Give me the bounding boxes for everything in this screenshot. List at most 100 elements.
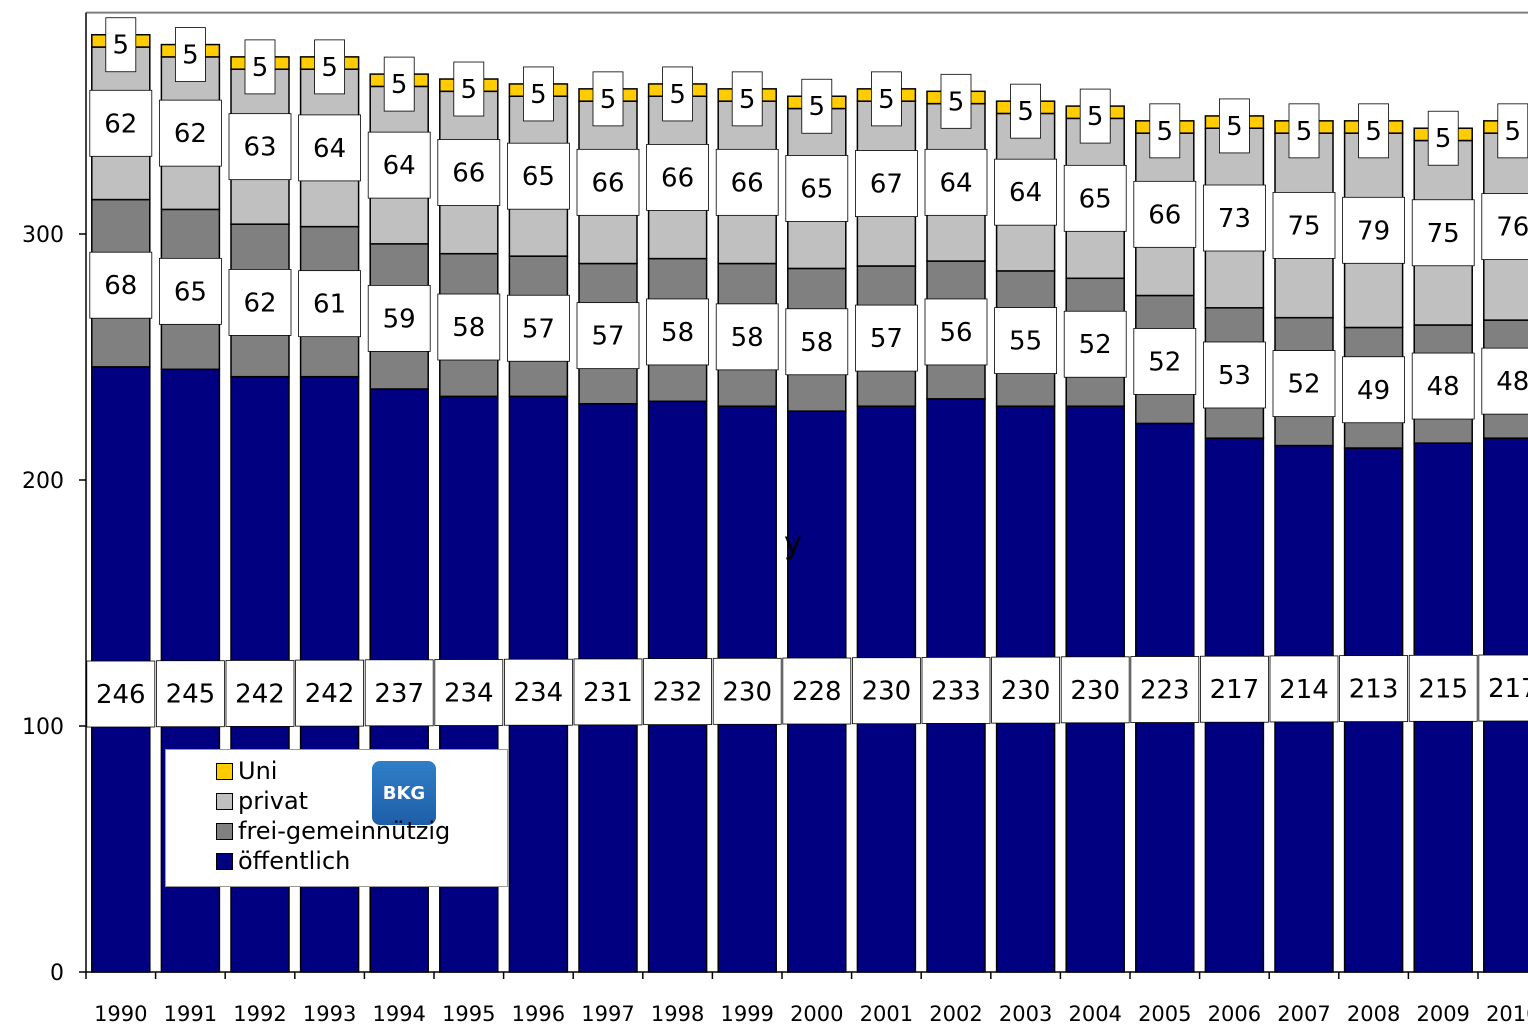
data-label-box <box>662 66 693 122</box>
y-tick-label: 100 <box>22 715 64 740</box>
data-label: 64 <box>939 168 972 198</box>
data-label-box <box>86 660 156 728</box>
data-label-box <box>1200 655 1269 723</box>
data-label: 65 <box>800 174 833 204</box>
data-label-box <box>295 659 365 727</box>
data-label: 230 <box>1001 676 1051 706</box>
data-label-box <box>1010 83 1041 139</box>
data-label-box <box>174 27 206 82</box>
data-label-box <box>646 144 709 211</box>
x-tick-label: 1996 <box>512 1002 565 1026</box>
legend-swatch-oeffentlich <box>216 852 233 870</box>
data-label: 214 <box>1279 675 1329 705</box>
x-tick-label: 2004 <box>1068 1002 1121 1026</box>
data-label: 5 <box>461 75 478 105</box>
data-label-box <box>1339 655 1408 723</box>
data-label-box <box>367 285 431 352</box>
x-tick-label: 2010 <box>1486 1002 1528 1026</box>
data-label: 76 <box>1496 213 1528 243</box>
data-label-box <box>225 660 295 727</box>
data-label: 64 <box>313 134 346 164</box>
data-label-box <box>731 71 763 127</box>
x-tick-label: 1998 <box>651 1002 704 1026</box>
data-label-box <box>298 270 362 338</box>
stray-label: y <box>784 526 802 561</box>
data-label: 5 <box>1087 102 1104 132</box>
data-label: 228 <box>792 677 842 707</box>
data-label: 234 <box>514 678 564 708</box>
legend-item-frei-gemeinnuetzig: frei-gemeinnützig <box>216 816 450 846</box>
data-label: 5 <box>1435 124 1452 154</box>
data-label: 49 <box>1357 376 1390 406</box>
data-label: 5 <box>1505 117 1522 147</box>
data-label-box <box>940 73 972 129</box>
data-label-box <box>1060 656 1130 724</box>
data-label: 230 <box>1070 676 1120 706</box>
data-label-box <box>105 17 137 73</box>
x-tick-label: 2008 <box>1347 1002 1400 1026</box>
data-label-box <box>158 257 222 325</box>
data-label: 48 <box>1427 372 1460 402</box>
data-label-box <box>1411 199 1475 267</box>
data-label: 68 <box>104 271 137 301</box>
data-label-box <box>852 657 921 725</box>
x-tick-label: 1992 <box>233 1002 286 1026</box>
data-label: 63 <box>243 133 276 163</box>
data-label: 246 <box>96 680 146 710</box>
data-label-box <box>158 99 222 167</box>
data-label: 5 <box>600 85 617 115</box>
data-label-box <box>1358 103 1389 159</box>
data-label: 65 <box>1079 184 1112 214</box>
data-label-box <box>367 131 431 199</box>
data-label: 5 <box>1017 97 1034 127</box>
data-label-box <box>506 294 570 362</box>
data-label: 58 <box>661 318 694 348</box>
data-label-box <box>785 155 849 222</box>
x-tick-label: 2002 <box>929 1002 982 1026</box>
data-label: 58 <box>452 313 485 343</box>
data-label-box <box>155 660 225 728</box>
legend-label-frei-gemeinnuetzig: frei-gemeinnützig <box>238 817 451 845</box>
data-label: 58 <box>800 328 833 358</box>
legend-swatch-frei-gemeinnuetzig <box>216 822 233 840</box>
data-label-box <box>437 139 501 206</box>
data-label: 5 <box>1226 112 1243 142</box>
data-label-box <box>244 39 276 95</box>
data-label: 5 <box>809 92 826 122</box>
x-tick-label: 1991 <box>164 1002 217 1026</box>
data-label: 5 <box>252 53 269 83</box>
data-label-box <box>1269 655 1339 723</box>
data-label-box <box>573 658 643 726</box>
y-tick-label: 0 <box>50 961 64 986</box>
data-label-box <box>1408 654 1478 722</box>
data-label: 66 <box>1148 200 1181 230</box>
legend-item-oeffentlich: öffentlich <box>216 846 350 876</box>
data-label-box <box>871 71 902 127</box>
data-label-box <box>855 150 918 217</box>
data-label: 65 <box>522 162 555 192</box>
data-label-box <box>712 657 782 725</box>
logo-text: BKG <box>382 782 426 804</box>
data-label-box <box>715 303 779 371</box>
data-label-box <box>1203 184 1266 252</box>
data-label-box <box>1130 656 1200 723</box>
data-label-box <box>921 657 991 724</box>
data-label: 5 <box>182 41 199 71</box>
x-tick-label: 1990 <box>94 1002 147 1026</box>
data-label-box <box>437 293 501 361</box>
x-tick-label: 1995 <box>442 1002 495 1026</box>
data-label-box <box>523 66 554 122</box>
data-label-box <box>576 148 640 216</box>
data-label-box <box>89 89 153 157</box>
data-label: 48 <box>1496 367 1528 397</box>
data-label: 5 <box>669 80 686 110</box>
data-label: 5 <box>878 85 895 115</box>
data-label: 64 <box>1009 178 1042 208</box>
data-label-box <box>715 148 779 216</box>
data-label: 230 <box>722 677 772 707</box>
data-label: 64 <box>383 151 416 181</box>
data-label: 73 <box>1218 204 1251 234</box>
data-label-box <box>1481 347 1528 415</box>
data-label: 5 <box>530 80 547 110</box>
data-label-box <box>1288 103 1320 159</box>
